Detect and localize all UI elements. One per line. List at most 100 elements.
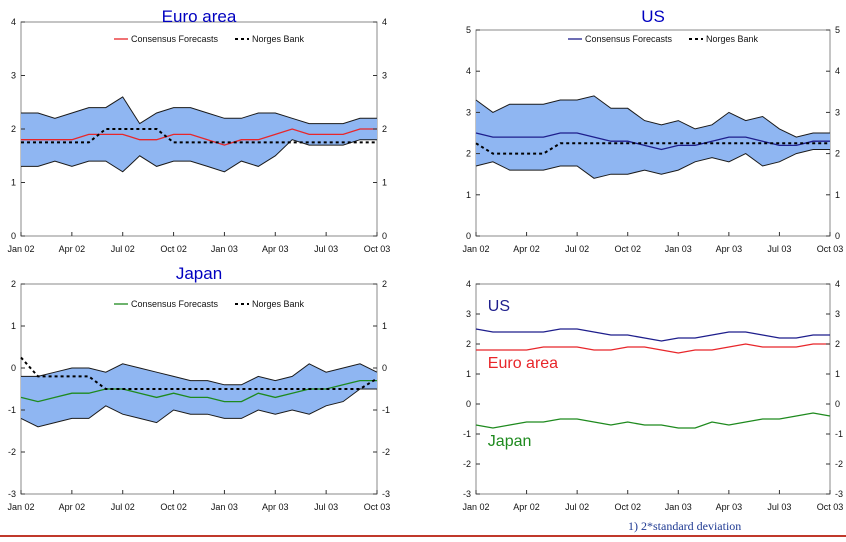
x-tick-label: Jan 02 [462, 502, 489, 512]
x-tick-label: Jan 02 [7, 502, 34, 512]
x-tick-label: Jan 02 [462, 244, 489, 254]
x-tick-label: Jul 03 [314, 502, 338, 512]
y-tick-label-left: -3 [8, 489, 16, 499]
legend: Consensus Forecasts Norges Bank [114, 299, 305, 309]
y-tick-label-right: 4 [835, 66, 840, 76]
legend-label-consensus: Consensus Forecasts [131, 299, 219, 309]
x-tick-label: Jan 03 [211, 244, 238, 254]
x-tick-label: Apr 02 [513, 244, 540, 254]
y-tick-label-right: 1 [835, 369, 840, 379]
series-label-us: US [488, 298, 510, 315]
y-tick-label-left: 1 [466, 369, 471, 379]
x-tick-label: Jul 03 [767, 502, 791, 512]
x-tick-label: Jul 02 [111, 502, 135, 512]
y-tick-label-left: 1 [466, 190, 471, 200]
x-tick-label: Jan 03 [665, 502, 692, 512]
series-line-euro-area [476, 343, 830, 354]
chart-title: Euro area [162, 7, 237, 26]
legend-label-consensus: Consensus Forecasts [585, 34, 673, 44]
y-tick-label-right: 0 [835, 399, 840, 409]
y-tick-label-right: 4 [382, 17, 387, 27]
legend-label-norges: Norges Bank [706, 34, 759, 44]
x-tick-label: Jul 02 [565, 244, 589, 254]
chart-title: Japan [176, 264, 222, 283]
y-tick-label-right: -2 [835, 459, 843, 469]
x-tick-label: Jan 02 [7, 244, 34, 254]
x-tick-label: Jan 03 [211, 502, 238, 512]
y-tick-label-left: 0 [466, 399, 471, 409]
series-line-consensus-forecasts [21, 128, 377, 146]
confidence-band [21, 363, 377, 427]
footnote: 1) 2*standard deviation [628, 519, 742, 533]
y-tick-label-left: 0 [11, 363, 16, 373]
band-upper-line [21, 96, 377, 125]
x-tick-label: Apr 03 [716, 502, 743, 512]
x-tick-label: Oct 02 [614, 502, 641, 512]
y-tick-label-left: -1 [8, 405, 16, 415]
y-tick-label-left: 3 [466, 309, 471, 319]
y-tick-label-right: 2 [382, 124, 387, 134]
band-lower-line [20, 388, 377, 428]
confidence-band [476, 95, 830, 179]
x-tick-label: Oct 02 [160, 244, 187, 254]
y-tick-label-right: -1 [382, 405, 390, 415]
x-tick-label: Oct 03 [364, 502, 391, 512]
legend-label-norges: Norges Bank [252, 34, 305, 44]
x-tick-label: Apr 03 [262, 244, 289, 254]
chart-title: US [641, 7, 665, 26]
y-tick-label-right: 2 [835, 149, 840, 159]
bottom-rule [0, 535, 846, 537]
y-tick-label-right: -3 [382, 489, 390, 499]
y-tick-label-right: 2 [835, 339, 840, 349]
series-line-consensus-forecasts [20, 379, 377, 403]
y-tick-label-right: 0 [382, 231, 387, 241]
x-tick-label: Oct 02 [614, 244, 641, 254]
x-tick-label: Oct 03 [364, 244, 391, 254]
confidence-band [21, 96, 377, 172]
x-tick-label: Oct 02 [160, 502, 187, 512]
y-tick-label-left: 3 [11, 71, 16, 81]
chart-panel-3: -3 -3 -2 -2 -1 -1 0 0 1 1 2 2 Jan 02 Apr 02 Jul 02 Oct … [7, 264, 390, 512]
y-tick-label-right: -2 [382, 447, 390, 457]
chart-panel-2: 0 0 1 1 2 2 3 3 4 4 5 5 Jan 02 Apr 02 Jul 02 Oct 02 Jan … [462, 7, 843, 254]
y-tick-label-right: 3 [835, 309, 840, 319]
plot-frame [475, 283, 831, 495]
chart-panel-1: 0 0 1 1 2 2 3 3 4 4 Jan 02 Apr 02 Jul 02 Oct 02 Jan 03… [7, 7, 390, 254]
x-tick-label: Oct 03 [817, 502, 844, 512]
x-tick-label: Jul 03 [314, 244, 338, 254]
series-line-us [475, 328, 830, 342]
legend-label-consensus: Consensus Forecasts [131, 34, 219, 44]
x-tick-label: Oct 03 [817, 244, 844, 254]
y-tick-label-left: 0 [11, 231, 16, 241]
y-tick-label-right: 1 [382, 321, 387, 331]
y-tick-label-left: 4 [466, 279, 471, 289]
band-lower-line [475, 149, 830, 179]
y-tick-label-left: 1 [11, 321, 16, 331]
y-tick-label-right: 3 [835, 107, 840, 117]
y-tick-label-left: 4 [11, 17, 16, 27]
series-label-japan: Japan [488, 433, 532, 450]
y-tick-label-left: 2 [11, 279, 16, 289]
x-tick-label: Jul 03 [767, 244, 791, 254]
y-tick-label-right: 5 [835, 25, 840, 35]
x-tick-label: Apr 02 [59, 244, 86, 254]
y-tick-label-left: 2 [466, 149, 471, 159]
y-tick-label-right: 0 [382, 363, 387, 373]
y-tick-label-left: 2 [466, 339, 471, 349]
x-tick-label: Jul 02 [111, 244, 135, 254]
legend: Consensus Forecasts Norges Bank [568, 34, 759, 44]
series-line-japan [475, 412, 831, 429]
y-tick-label-right: -1 [835, 429, 843, 439]
legend-label-norges: Norges Bank [252, 299, 305, 309]
band-upper-line [21, 363, 378, 386]
y-tick-label-left: -3 [463, 489, 471, 499]
x-tick-label: Jan 03 [665, 244, 692, 254]
x-tick-label: Apr 02 [513, 502, 540, 512]
y-tick-label-right: -3 [835, 489, 843, 499]
y-tick-label-right: 1 [835, 190, 840, 200]
y-tick-label-left: 4 [466, 66, 471, 76]
y-tick-label-right: 3 [382, 71, 387, 81]
y-tick-label-left: -2 [463, 459, 471, 469]
chart-panel-4: US Euro area Japan -3 -3 -2 -2 -1 -1 0 0 1 1 2 2 3 3 4 4 Ja… [462, 279, 843, 512]
